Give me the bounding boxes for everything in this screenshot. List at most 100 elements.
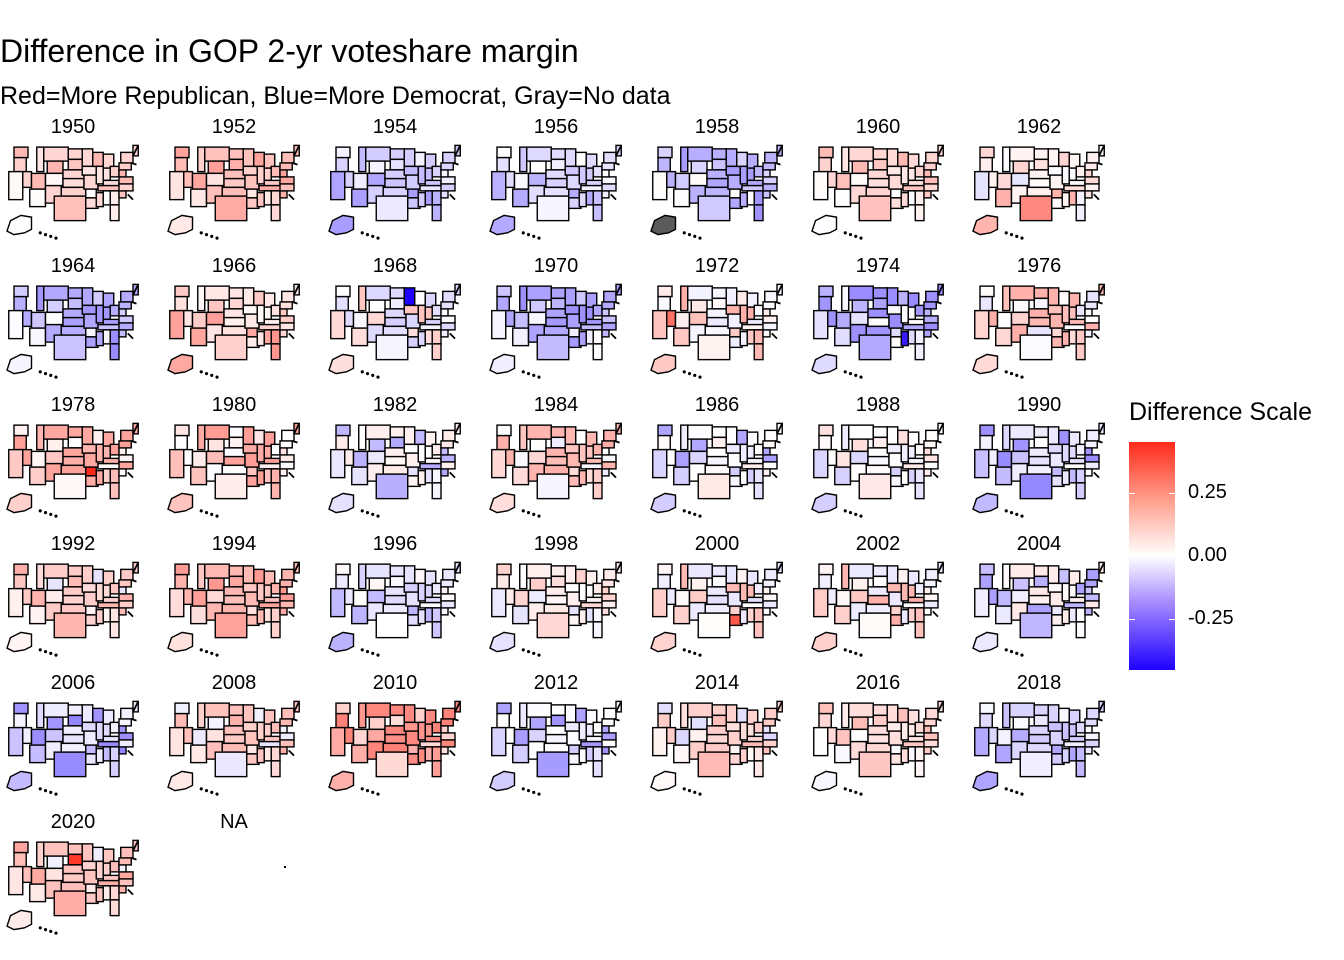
- state-NC: [279, 600, 295, 609]
- panel-year-label: 1954: [372, 116, 418, 138]
- state-WA: [496, 285, 512, 298]
- state-MS: [900, 608, 909, 625]
- state-OR: [979, 712, 993, 729]
- state-GA: [109, 885, 120, 901]
- state-ND: [550, 148, 566, 161]
- state-WY: [207, 716, 225, 731]
- state-OH: [592, 582, 603, 595]
- state-OR: [657, 434, 671, 451]
- state-AL: [424, 746, 433, 762]
- state-GA: [1075, 329, 1086, 345]
- state-WA: [174, 563, 190, 576]
- state-IL: [256, 304, 265, 324]
- state-NE: [545, 725, 568, 736]
- state-CO: [366, 589, 386, 604]
- state-WI: [92, 568, 104, 585]
- state-FL: [592, 621, 603, 639]
- hawaii-island: [38, 648, 42, 652]
- state-MT: [365, 285, 391, 301]
- hawaii-island: [360, 509, 364, 513]
- state-OH: [431, 721, 442, 734]
- state-AL: [102, 885, 111, 901]
- na-panel-dot: [284, 866, 286, 868]
- state-NE: [384, 447, 407, 458]
- state-NE: [1028, 447, 1051, 458]
- state-IN: [102, 584, 111, 599]
- state-NE: [384, 169, 407, 180]
- state-NC: [118, 878, 134, 887]
- state-VA: [440, 315, 456, 324]
- map-panel-1956: 1956: [483, 117, 643, 256]
- state-IA: [242, 443, 258, 454]
- state-CO: [1010, 450, 1030, 465]
- state-ID: [36, 563, 45, 590]
- coastline: [932, 700, 945, 757]
- state-UT: [191, 589, 208, 607]
- state-ID: [197, 424, 206, 451]
- state-WV: [923, 725, 932, 734]
- state-OH: [270, 582, 281, 595]
- state-MS: [1061, 191, 1070, 208]
- panel-year-label: 2000: [694, 533, 740, 555]
- panel-year-label: 1978: [50, 394, 96, 416]
- state-AK: [972, 770, 999, 792]
- state-TN: [741, 323, 766, 331]
- state-MS: [739, 191, 748, 208]
- state-WI: [736, 151, 748, 168]
- state-IN: [746, 723, 755, 738]
- state-AK: [650, 353, 677, 375]
- state-UT: [352, 589, 369, 607]
- hawaii-island: [371, 234, 375, 238]
- map-panel-2016: 2016: [805, 673, 965, 812]
- state-WY: [690, 299, 708, 314]
- state-IN: [424, 584, 433, 599]
- state-WI: [575, 151, 587, 168]
- state-IA: [886, 721, 902, 732]
- coastline: [449, 700, 462, 757]
- state-PA: [601, 162, 615, 171]
- state-GA: [109, 746, 120, 762]
- hawaii-island: [1009, 789, 1014, 793]
- state-KS: [62, 594, 85, 606]
- state-SC: [762, 746, 771, 755]
- state-OH: [1075, 582, 1086, 595]
- state-MN: [886, 704, 899, 724]
- state-CO: [366, 311, 386, 326]
- panel-year-label: 2014: [694, 672, 740, 694]
- state-UT: [513, 589, 530, 607]
- state-WA: [496, 563, 512, 576]
- state-ND: [228, 565, 244, 578]
- us-map: [6, 561, 140, 657]
- state-WV: [1084, 447, 1093, 456]
- state-WI: [92, 290, 104, 307]
- state-AR: [407, 744, 419, 755]
- state-TN: [580, 601, 605, 609]
- state-OR: [657, 573, 671, 590]
- state-SD: [1033, 297, 1049, 310]
- panel-year-label: 2016: [855, 672, 901, 694]
- panel-year-label: 2002: [855, 533, 901, 555]
- state-WV: [1084, 586, 1093, 595]
- state-CO: [205, 450, 225, 465]
- panel-year-label: 1998: [533, 533, 579, 555]
- us-map: [972, 561, 1106, 657]
- state-UT: [513, 311, 530, 329]
- state-SD: [872, 436, 888, 449]
- state-TN: [580, 740, 605, 748]
- state-FL: [914, 482, 925, 500]
- state-MN: [403, 426, 416, 446]
- state-AL: [102, 607, 111, 623]
- state-CO: [849, 172, 869, 187]
- state-OH: [753, 582, 764, 595]
- state-MN: [564, 287, 577, 307]
- state-AK: [6, 353, 33, 375]
- map-panel-2006: 2006: [0, 673, 160, 812]
- state-NV: [22, 170, 33, 189]
- state-ID: [1002, 146, 1011, 173]
- state-IN: [907, 723, 916, 738]
- hawaii-island: [859, 375, 863, 379]
- state-MN: [1047, 704, 1060, 724]
- state-GA: [753, 607, 764, 623]
- state-UT: [835, 311, 852, 329]
- state-IN: [585, 584, 594, 599]
